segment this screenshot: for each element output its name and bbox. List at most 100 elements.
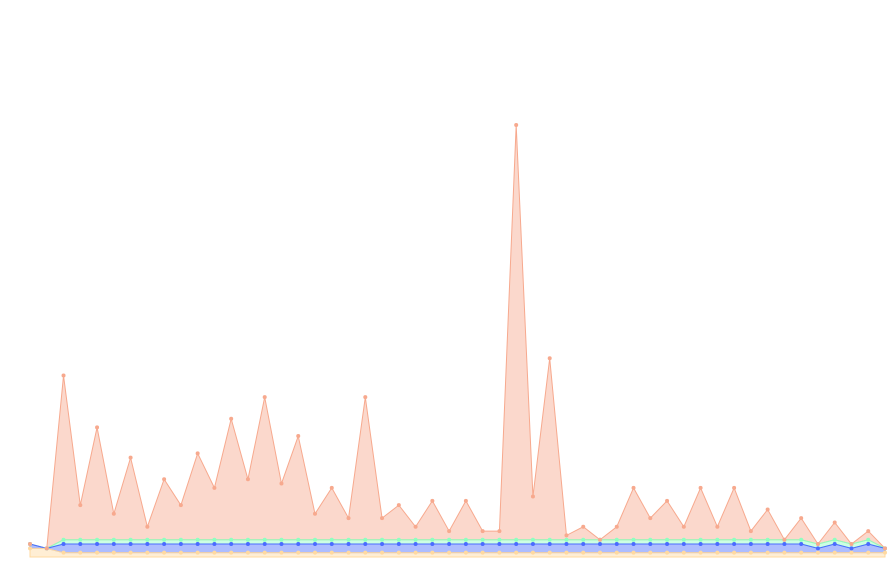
- point: [799, 542, 804, 547]
- point: [380, 537, 385, 542]
- point: [564, 542, 569, 547]
- point: [732, 550, 737, 555]
- point: [648, 516, 653, 521]
- point: [698, 485, 703, 490]
- point: [413, 524, 418, 529]
- point: [78, 503, 83, 508]
- point: [413, 537, 418, 542]
- point: [279, 550, 284, 555]
- point: [396, 537, 401, 542]
- point: [128, 455, 133, 460]
- point: [245, 542, 250, 547]
- point: [229, 416, 234, 421]
- point: [581, 524, 586, 529]
- point: [396, 542, 401, 547]
- point: [782, 537, 787, 542]
- point: [681, 524, 686, 529]
- point: [111, 537, 116, 542]
- point: [363, 537, 368, 542]
- point: [61, 542, 66, 547]
- point: [614, 524, 619, 529]
- point: [212, 542, 217, 547]
- point: [262, 542, 267, 547]
- point: [581, 550, 586, 555]
- point: [178, 550, 183, 555]
- point: [195, 451, 200, 456]
- point: [849, 550, 854, 555]
- point: [614, 542, 619, 547]
- point: [631, 542, 636, 547]
- point: [631, 550, 636, 555]
- point: [883, 546, 887, 551]
- point: [128, 537, 133, 542]
- point: [765, 537, 770, 542]
- point: [329, 485, 334, 490]
- point: [463, 542, 468, 547]
- point: [782, 542, 787, 547]
- point: [245, 537, 250, 542]
- point: [547, 356, 552, 361]
- point: [145, 537, 150, 542]
- point: [61, 550, 66, 555]
- point: [463, 550, 468, 555]
- point: [480, 542, 485, 547]
- point: [799, 516, 804, 521]
- point: [832, 542, 837, 547]
- point: [514, 542, 519, 547]
- point: [28, 546, 32, 551]
- point: [564, 550, 569, 555]
- point: [665, 542, 670, 547]
- area: [29, 547, 886, 558]
- point: [447, 537, 452, 542]
- point: [212, 537, 217, 542]
- point: [715, 524, 720, 529]
- point: [380, 550, 385, 555]
- point: [698, 537, 703, 542]
- point: [765, 507, 770, 512]
- point: [748, 529, 753, 534]
- point: [346, 537, 351, 542]
- point: [212, 485, 217, 490]
- point: [866, 542, 871, 547]
- point: [162, 537, 167, 542]
- point: [681, 542, 686, 547]
- point: [329, 542, 334, 547]
- point: [128, 542, 133, 547]
- point: [648, 550, 653, 555]
- point: [195, 537, 200, 542]
- point: [732, 537, 737, 542]
- point: [162, 542, 167, 547]
- point: [313, 550, 317, 555]
- point: [229, 542, 234, 547]
- point: [128, 550, 133, 555]
- point: [44, 546, 49, 551]
- point: [245, 550, 250, 555]
- point: [262, 550, 267, 555]
- point: [212, 550, 217, 555]
- point: [430, 550, 435, 555]
- point: [380, 542, 385, 547]
- point: [497, 529, 502, 534]
- point: [564, 533, 569, 538]
- point: [581, 537, 586, 542]
- point: [447, 550, 452, 555]
- point: [497, 537, 502, 542]
- point: [715, 542, 720, 547]
- point: [111, 542, 116, 547]
- point: [530, 494, 535, 499]
- point: [547, 537, 552, 542]
- point: [463, 537, 468, 542]
- point: [178, 537, 183, 542]
- point: [614, 537, 619, 542]
- point: [363, 542, 368, 547]
- point: [61, 537, 66, 542]
- point: [631, 537, 636, 542]
- point: [430, 537, 435, 542]
- point: [815, 546, 820, 551]
- point: [313, 537, 317, 542]
- point: [564, 537, 569, 542]
- point: [413, 542, 418, 547]
- point: [396, 503, 401, 508]
